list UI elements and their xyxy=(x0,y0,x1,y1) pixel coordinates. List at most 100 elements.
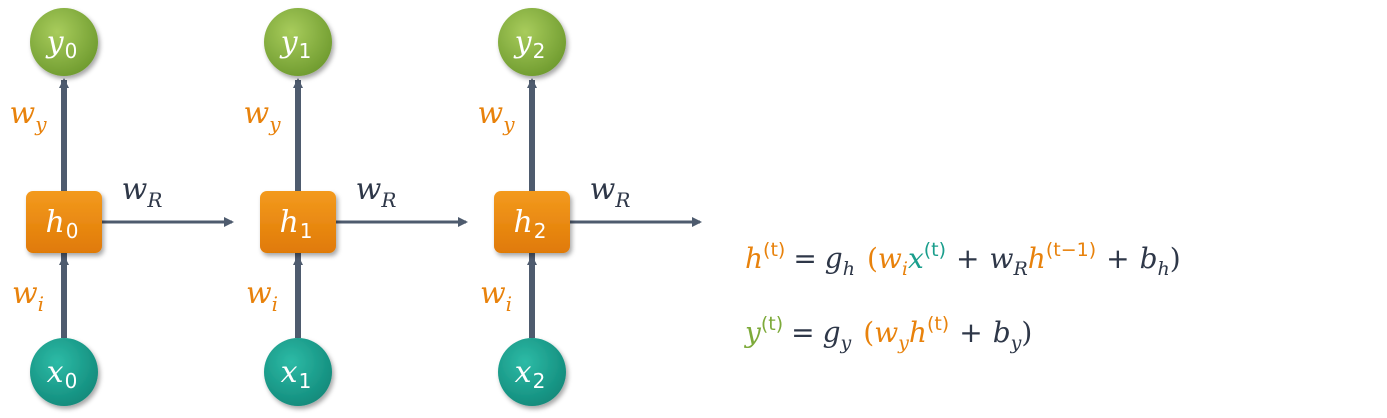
weight-wr-label: wR xyxy=(122,172,163,212)
weight-wy-label: wy xyxy=(478,96,516,136)
output-node-label-base: y xyxy=(279,25,299,60)
hidden-node-label: h0 xyxy=(45,205,78,243)
input-node-label: x1 xyxy=(281,355,312,393)
weight-wi-label: wi xyxy=(246,276,278,316)
input-node-label-sub: 0 xyxy=(65,369,78,393)
input-node xyxy=(30,338,98,406)
output-node-label-sub: 0 xyxy=(65,39,78,63)
weight-wi-label-sub: i xyxy=(272,292,278,316)
eq2-fn-sub: y xyxy=(840,332,852,354)
eq2-plus: + xyxy=(959,316,982,349)
input-node-label-base: x xyxy=(281,355,298,390)
eq1-x: x xyxy=(908,242,924,275)
weight-wi-label: wi xyxy=(12,276,44,316)
output-node xyxy=(30,8,98,76)
eq1-open-paren: ( xyxy=(867,242,878,275)
eq2-fn: g xyxy=(823,316,841,349)
eq2-lhs-sup: (t) xyxy=(761,313,783,335)
equation-hidden: h(t) = gh (wix(t) + wRh(t−1) + bh) xyxy=(745,239,1181,280)
eq1-lhs: h xyxy=(745,242,763,275)
output-node-label: y2 xyxy=(513,25,546,63)
output-node-label: y0 xyxy=(45,25,78,63)
eq1-wi-sub: i xyxy=(902,258,908,280)
output-node-label-base: y xyxy=(45,25,65,60)
eq2-h-sup: (t) xyxy=(927,313,949,335)
weight-wi-label-base: w xyxy=(12,276,38,311)
weight-wi-label-base: w xyxy=(246,276,272,311)
eq2-wy: w xyxy=(874,316,898,349)
weight-wr-label-base: w xyxy=(590,172,616,207)
eq1-lhs-sup: (t) xyxy=(763,239,785,261)
eq1-plus-1: + xyxy=(956,242,979,275)
eq1-bias-sub: h xyxy=(1158,258,1170,280)
input-node-label-base: x xyxy=(515,355,532,390)
eq1-equals: = xyxy=(793,242,816,275)
eq1-wr: w xyxy=(990,242,1014,275)
eq2-bias: b xyxy=(993,316,1011,349)
input-node-label: x0 xyxy=(47,355,78,393)
eq1-wi: w xyxy=(878,242,902,275)
weight-wr-label-sub: R xyxy=(146,188,162,212)
output-node-label: y1 xyxy=(279,25,312,63)
eq2-open-paren: ( xyxy=(863,316,874,349)
eq2-h: h xyxy=(909,316,927,349)
weight-wr-label-sub: R xyxy=(380,188,396,212)
eq1-wr-sub: R xyxy=(1012,258,1027,280)
weight-wi-label-base: w xyxy=(480,276,506,311)
output-node xyxy=(264,8,332,76)
output-node-label-sub: 1 xyxy=(299,39,312,63)
hidden-node xyxy=(494,191,570,253)
weight-wy-label-base: w xyxy=(244,96,270,131)
weight-wr-label-base: w xyxy=(356,172,382,207)
weight-wi-label: wi xyxy=(480,276,512,316)
hidden-node-label-base: h xyxy=(279,205,298,240)
weight-wi-label-sub: i xyxy=(38,292,44,316)
hidden-node xyxy=(26,191,102,253)
weight-wy-label: wy xyxy=(10,96,48,136)
eq1-close-paren: ) xyxy=(1170,242,1181,275)
weight-wr-label-base: w xyxy=(122,172,148,207)
weight-wr-label-sub: R xyxy=(614,188,630,212)
eq1-h-prev: h xyxy=(1028,242,1046,275)
weight-wr-label: wR xyxy=(356,172,397,212)
input-node-label-sub: 1 xyxy=(299,369,312,393)
output-node-label-sub: 2 xyxy=(533,39,546,63)
hidden-node-label-base: h xyxy=(513,205,532,240)
eq1-fn-sub: h xyxy=(843,258,855,280)
eq2-wy-sub: y xyxy=(897,332,909,354)
weight-wi-label-sub: i xyxy=(506,292,512,316)
eq2-close-paren: ) xyxy=(1021,316,1032,349)
hidden-node-label: h2 xyxy=(513,205,546,243)
weight-wy-label-base: w xyxy=(478,96,504,131)
weight-wy-label-base: w xyxy=(10,96,36,131)
hidden-node-label: h1 xyxy=(279,205,312,243)
hidden-node xyxy=(260,191,336,253)
weight-wy-label-sub: y xyxy=(268,112,281,136)
output-node xyxy=(498,8,566,76)
eq1-bias: b xyxy=(1140,242,1158,275)
eq2-equals: = xyxy=(791,316,814,349)
hidden-node-label-sub: 2 xyxy=(534,219,547,243)
eq2-bias-sub: y xyxy=(1010,332,1022,354)
equation-output: y(t) = gy (wyh(t) + by) xyxy=(743,313,1032,354)
weight-wy-label: wy xyxy=(244,96,282,136)
output-node-label-base: y xyxy=(513,25,533,60)
eq1-fn: g xyxy=(825,242,843,275)
hidden-node-label-sub: 0 xyxy=(66,219,79,243)
input-node xyxy=(264,338,332,406)
hidden-node-label-sub: 1 xyxy=(300,219,313,243)
hidden-node-label-base: h xyxy=(45,205,64,240)
eq2-lhs: y xyxy=(743,316,762,349)
eq1-plus-2: + xyxy=(1106,242,1129,275)
eq1-x-sup: (t) xyxy=(924,239,946,261)
input-node-label: x2 xyxy=(515,355,546,393)
weight-wy-label-sub: y xyxy=(502,112,515,136)
eq1-h-prev-sup: (t−1) xyxy=(1046,239,1096,261)
input-node-label-base: x xyxy=(47,355,64,390)
input-node-label-sub: 2 xyxy=(533,369,546,393)
